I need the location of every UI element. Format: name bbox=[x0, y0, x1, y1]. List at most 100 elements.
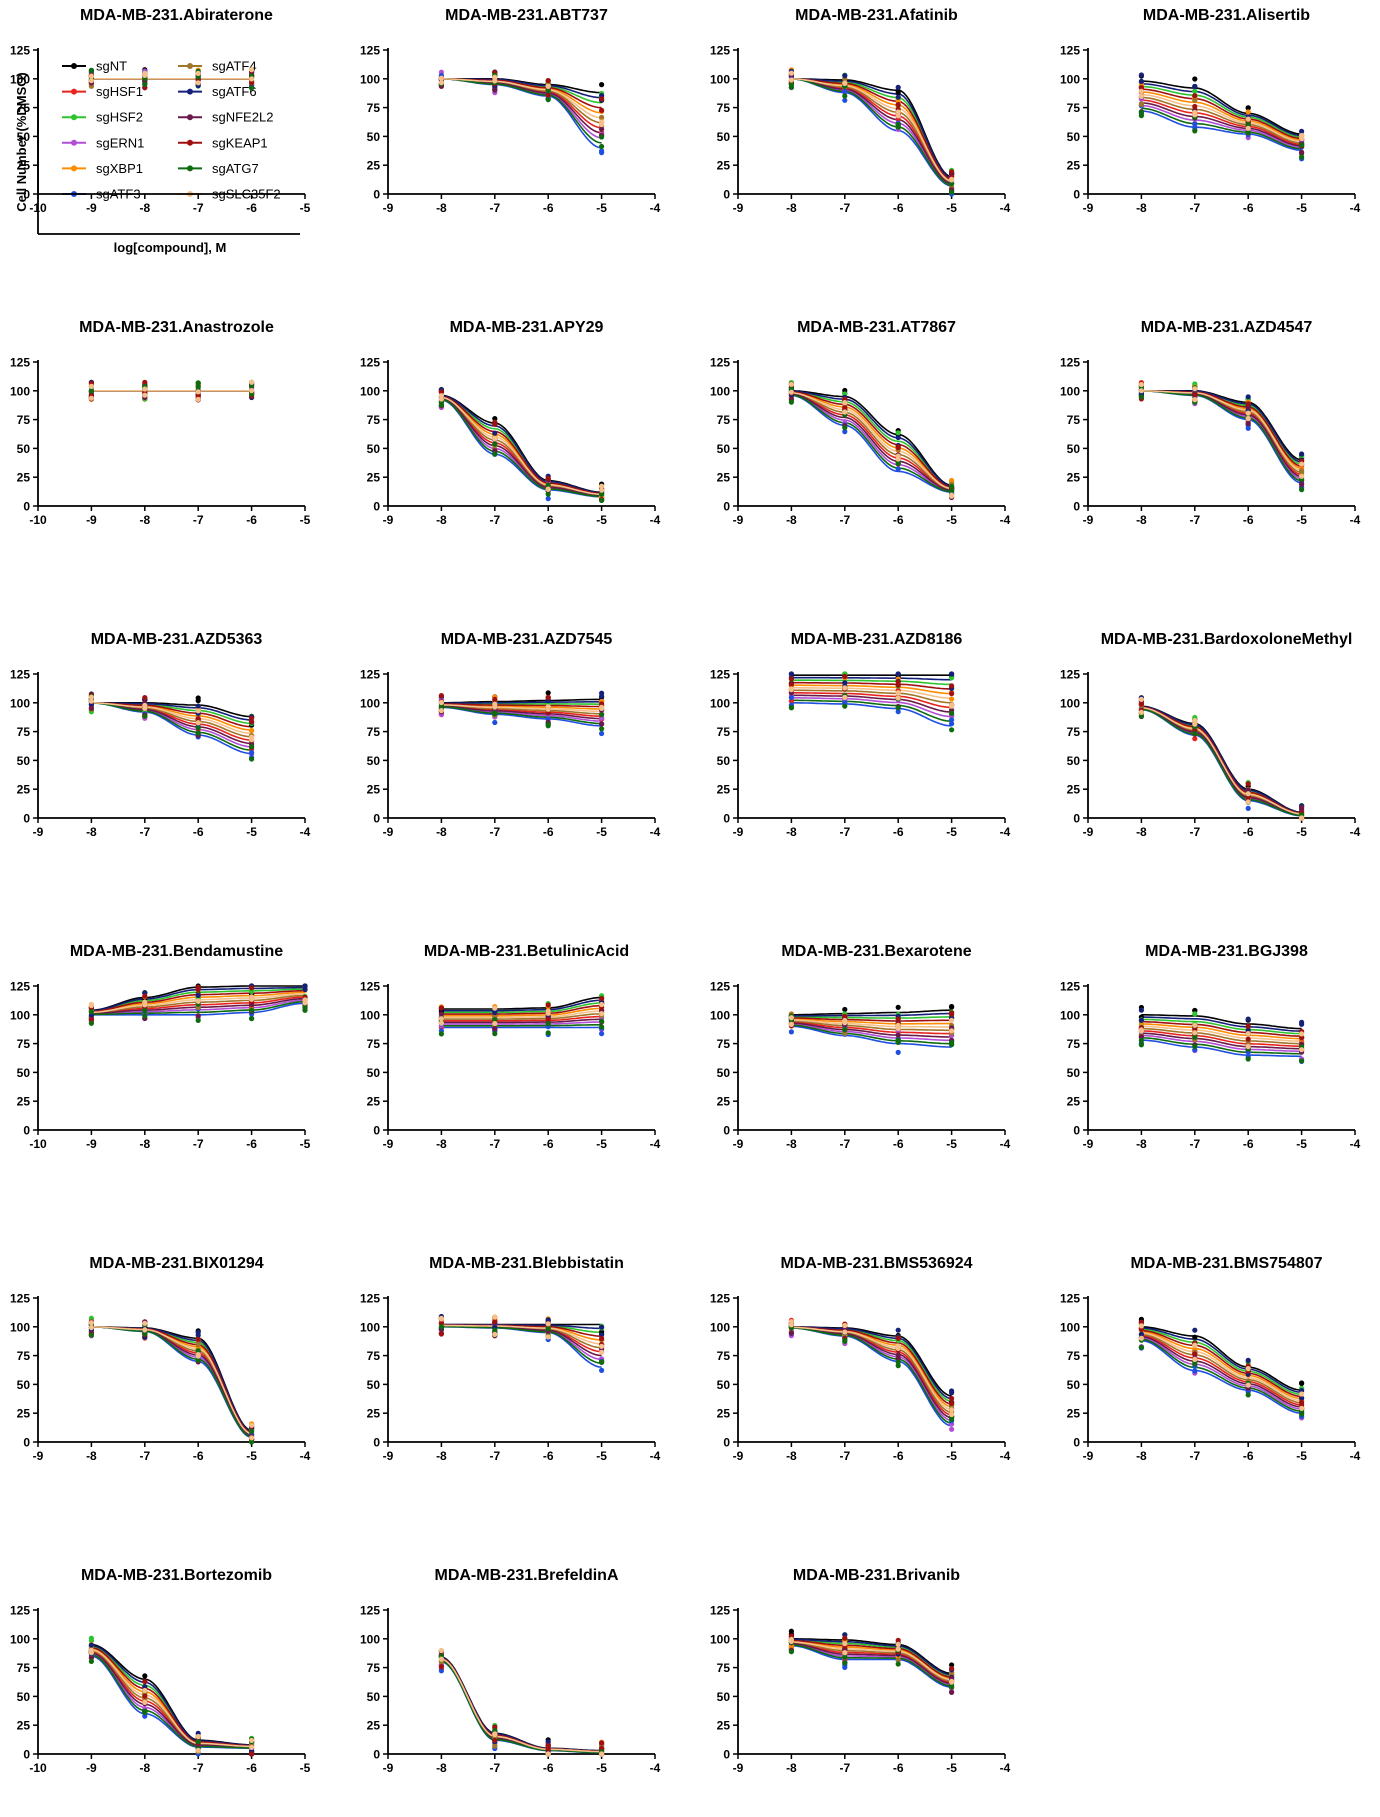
fit-curve bbox=[1141, 707, 1302, 815]
data-point bbox=[1192, 736, 1198, 742]
data-point bbox=[949, 721, 955, 727]
data-point bbox=[842, 88, 848, 95]
y-tick-label: 0 bbox=[373, 812, 380, 826]
fit-curve bbox=[791, 681, 952, 690]
data-point bbox=[788, 389, 795, 395]
y-tick-label: 125 bbox=[10, 1292, 30, 1306]
data-point bbox=[1192, 109, 1198, 116]
y-tick-label: 100 bbox=[1060, 384, 1080, 398]
data-point bbox=[599, 1343, 605, 1349]
x-tick-label: -7 bbox=[489, 1449, 500, 1463]
fit-curve bbox=[791, 1326, 952, 1411]
data-point bbox=[438, 75, 444, 81]
y-tick-label: 75 bbox=[17, 725, 31, 739]
x-tick-label: -5 bbox=[946, 513, 957, 527]
x-tick-label: -8 bbox=[139, 201, 150, 215]
data-point bbox=[842, 1650, 848, 1656]
x-tick-label: -8 bbox=[786, 201, 797, 215]
data-point bbox=[599, 1001, 605, 1008]
legend-label: sgATF6 bbox=[212, 84, 257, 99]
data-points bbox=[788, 380, 955, 501]
fit-curve bbox=[441, 396, 602, 496]
y-tick-label: 125 bbox=[10, 668, 30, 682]
data-point bbox=[492, 1318, 498, 1324]
y-tick-label: 50 bbox=[367, 1378, 381, 1392]
fit-curve bbox=[441, 1004, 602, 1015]
x-tick-label: -7 bbox=[193, 201, 204, 215]
data-point bbox=[1299, 136, 1305, 142]
data-point bbox=[788, 705, 795, 711]
data-point bbox=[88, 1002, 94, 1009]
data-point bbox=[842, 80, 848, 86]
x-tick-label: -4 bbox=[650, 513, 661, 527]
legend-entry: sgHSF1 bbox=[62, 84, 143, 99]
data-point bbox=[842, 409, 848, 415]
data-point bbox=[599, 693, 605, 699]
data-point bbox=[492, 696, 498, 703]
data-point bbox=[895, 84, 901, 90]
y-tick-label: 0 bbox=[373, 1436, 380, 1450]
legend-entry: sgNFE2L2 bbox=[178, 110, 273, 125]
data-point bbox=[249, 1428, 255, 1434]
data-point bbox=[1192, 1327, 1198, 1333]
data-point bbox=[949, 696, 955, 702]
x-tick-label: -6 bbox=[1243, 1137, 1254, 1151]
data-point bbox=[438, 1316, 444, 1322]
fit-curve bbox=[791, 1023, 952, 1042]
data-point bbox=[895, 705, 901, 711]
panel-title: MDA-MB-231.AT7867 bbox=[797, 319, 956, 336]
fit-curve bbox=[791, 390, 952, 487]
fit-curve bbox=[91, 1000, 306, 1016]
x-tick-label: -8 bbox=[436, 201, 447, 215]
x-axis-title: log[compound], M bbox=[114, 240, 227, 255]
data-point bbox=[142, 993, 148, 999]
fit-curve bbox=[441, 705, 602, 720]
x-tick-label: -6 bbox=[543, 1137, 554, 1151]
fit-curve bbox=[441, 1007, 602, 1017]
data-point bbox=[1192, 83, 1198, 90]
data-point bbox=[949, 177, 955, 183]
data-point bbox=[545, 482, 551, 488]
fit-curve bbox=[1141, 1034, 1302, 1052]
y-tick-label: 75 bbox=[367, 1037, 381, 1051]
y-tick-label: 25 bbox=[1067, 783, 1081, 797]
x-tick-label: -9 bbox=[86, 1137, 97, 1151]
x-tick-label: -10 bbox=[29, 513, 47, 527]
data-point bbox=[142, 1327, 148, 1333]
x-tick-label: -6 bbox=[193, 825, 204, 839]
data-point bbox=[895, 671, 901, 677]
x-tick-label: -9 bbox=[1083, 1449, 1094, 1463]
x-tick-label: -10 bbox=[29, 1761, 47, 1775]
y-tick-label: 125 bbox=[360, 356, 380, 370]
fit-curve bbox=[791, 679, 952, 686]
y-tick-label: 75 bbox=[1067, 101, 1081, 115]
data-point bbox=[949, 1689, 955, 1695]
x-tick-label: -9 bbox=[86, 201, 97, 215]
panel-title: MDA-MB-231.AZD8186 bbox=[791, 631, 963, 648]
panel-title: MDA-MB-231.Abiraterone bbox=[80, 7, 273, 24]
data-point bbox=[1245, 1023, 1251, 1029]
x-tick-label: -5 bbox=[300, 513, 311, 527]
data-point bbox=[599, 143, 605, 150]
data-point bbox=[895, 1025, 901, 1031]
fit-curve bbox=[791, 1020, 952, 1032]
data-point bbox=[842, 1641, 848, 1647]
data-point bbox=[438, 1020, 444, 1026]
fit-curve bbox=[1141, 1332, 1302, 1402]
data-point bbox=[788, 399, 795, 405]
fit-curves bbox=[91, 702, 252, 755]
data-point bbox=[599, 114, 605, 120]
x-tick-label: -9 bbox=[733, 201, 744, 215]
data-point bbox=[1299, 461, 1305, 467]
legend-label: sgNT bbox=[96, 59, 127, 74]
data-point bbox=[895, 1356, 901, 1362]
data-point bbox=[895, 101, 901, 108]
y-tick-label: 0 bbox=[1073, 500, 1080, 514]
chart-panel: MDA-MB-231.Brivanib 0 25 50 75 100 125 -9 -8 -7 -6… bbox=[710, 1567, 1011, 1775]
data-point bbox=[492, 1731, 498, 1737]
fit-curve bbox=[1141, 104, 1302, 149]
fit-curve bbox=[1141, 1327, 1302, 1394]
x-tick-label: -10 bbox=[29, 201, 47, 215]
fit-curve bbox=[791, 699, 952, 722]
fit-curve bbox=[441, 1658, 602, 1753]
